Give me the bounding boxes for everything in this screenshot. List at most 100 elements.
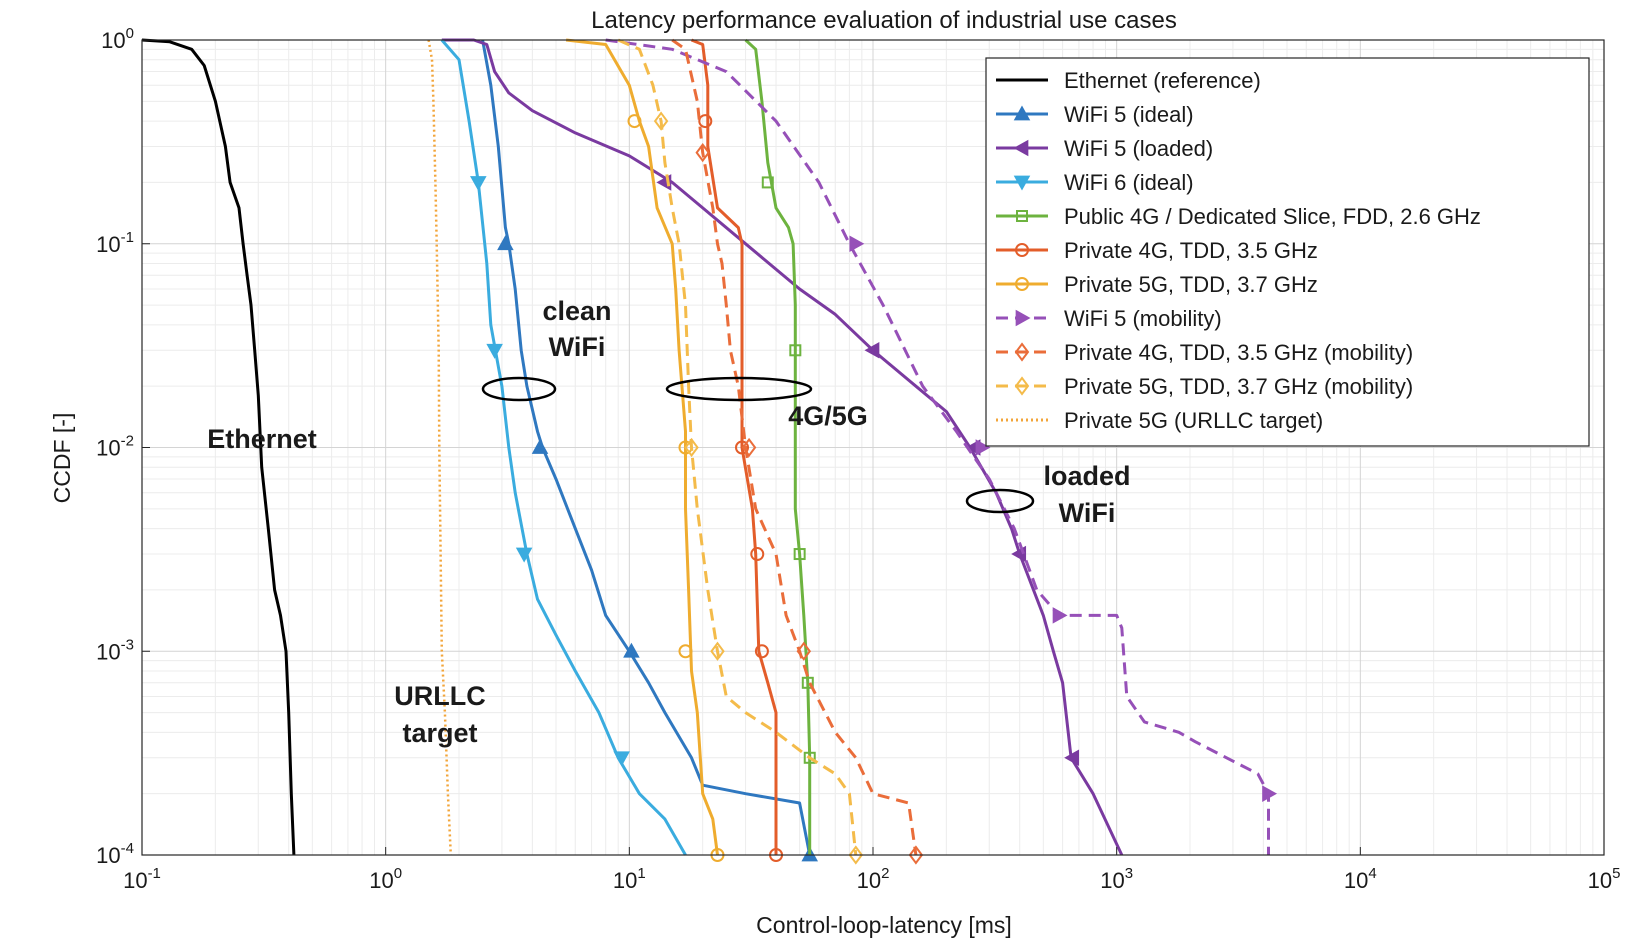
legend-swatch-marker — [1013, 175, 1031, 191]
legend-entry-private-4g-tdd-3-5-ghz: Private 4G, TDD, 3.5 GHz — [996, 238, 1318, 263]
y-tick-label: 10-1 — [96, 229, 134, 257]
series-private-5g-tdd-3-7-ghz-mobility — [617, 38, 864, 865]
legend-label: Ethernet (reference) — [1064, 68, 1261, 93]
axis-ticks: 10-1 100 101 102 103 104 105 100 10-1 10-2 10-3 10-… — [96, 25, 1620, 893]
data-point-marker — [1262, 785, 1278, 802]
annotation-clean: clean — [542, 296, 611, 326]
y-tick-label: 10-3 — [96, 636, 134, 664]
legend-label: Private 4G, TDD, 3.5 GHz — [1064, 238, 1318, 263]
legend-entry-private-5g-urllc-target: Private 5G (URLLC target) — [996, 408, 1323, 433]
y-tick-label: 10-4 — [96, 840, 134, 868]
legend-box — [985, 57, 1590, 447]
legend-label: Private 5G, TDD, 3.7 GHz (mobility) — [1064, 374, 1413, 399]
series-line — [671, 38, 918, 856]
data-point-marker — [470, 176, 487, 191]
data-point-marker — [531, 438, 549, 454]
data-point-marker — [754, 644, 769, 659]
data-point-marker — [796, 641, 812, 661]
legend-label: Private 4G, TDD, 3.5 GHz (mobility) — [1064, 340, 1413, 365]
data-point-marker — [789, 344, 802, 357]
data-point-marker — [623, 642, 640, 658]
annotation-target: target — [402, 718, 477, 748]
data-point-marker — [801, 676, 814, 689]
legend-entry-private-5g-tdd-3-7-ghz-mobility: Private 5G, TDD, 3.7 GHz (mobility) — [996, 374, 1413, 399]
4g5g-ellipse — [665, 376, 813, 402]
data-point-marker — [515, 547, 533, 563]
legend-label: WiFi 5 (ideal) — [1064, 102, 1194, 127]
legend-entry-wifi-5-ideal: WiFi 5 (ideal) — [996, 102, 1194, 127]
legend-swatch-marker — [1015, 277, 1029, 291]
legend-entry-wifi-6-ideal: WiFi 6 (ideal) — [996, 170, 1194, 195]
legend-label: WiFi 6 (ideal) — [1064, 170, 1194, 195]
legend-entry-private-4g-tdd-3-5-ghz-mobility: Private 4G, TDD, 3.5 GHz (mobility) — [996, 340, 1413, 365]
data-point-marker — [803, 751, 816, 764]
data-point-marker — [975, 439, 991, 456]
legend-entry-private-5g-tdd-3-7-ghz: Private 5G, TDD, 3.7 GHz — [996, 272, 1318, 297]
data-point-marker — [741, 437, 757, 458]
annotation-wifi: WiFi — [1059, 498, 1116, 528]
loaded-wifi-ellipse — [965, 488, 1035, 514]
annotations: Ethernet clean WiFi 4G/5G loaded WiFi URLLC tar… — [207, 296, 1130, 748]
data-point-marker — [735, 440, 750, 455]
legend-swatch-marker — [1013, 105, 1031, 121]
annotation-wifi: WiFi — [549, 332, 606, 362]
x-tick-label: 101 — [613, 865, 646, 893]
chart-title: Latency performance evaluation of indust… — [591, 7, 1177, 34]
legend-swatch-marker — [1015, 309, 1031, 327]
legend-swatch-marker — [1014, 342, 1030, 362]
data-point-marker — [486, 343, 503, 359]
data-point-marker — [678, 644, 693, 659]
data-point-marker — [864, 342, 880, 359]
data-point-marker — [793, 548, 806, 561]
series-line — [481, 39, 812, 856]
series-line — [141, 38, 296, 856]
annotation-loaded: loaded — [1043, 461, 1130, 491]
series-private-4g-tdd-3-5-ghz — [690, 38, 784, 862]
y-tick-label: 10-2 — [96, 433, 134, 461]
data-point-marker — [710, 641, 725, 661]
x-tick-label: 102 — [857, 865, 890, 893]
annotation-ethernet: Ethernet — [207, 424, 317, 454]
data-point-marker — [684, 437, 699, 458]
series-line — [441, 38, 1124, 856]
legend-swatch-marker — [1015, 243, 1029, 257]
legend-entry-ethernet-reference: Ethernet (reference) — [996, 68, 1261, 93]
legend-swatch-marker — [1016, 210, 1028, 222]
x-tick-label: 100 — [369, 865, 402, 893]
data-point-marker — [908, 845, 924, 865]
series-private-4g-tdd-3-5-ghz-mobility — [671, 38, 924, 865]
x-tick-label: 10-1 — [123, 865, 161, 893]
legend-label: Private 5G, TDD, 3.7 GHz — [1064, 272, 1318, 297]
data-point-marker — [627, 114, 642, 129]
series-line — [605, 38, 1270, 855]
series-line — [565, 38, 719, 856]
series-private-5g-urllc-target — [427, 39, 453, 856]
legend-label: Private 5G (URLLC target) — [1064, 408, 1323, 433]
legend-entry-public-4g-dedicated-slice-fdd-2-6-ghz: Public 4G / Dedicated Slice, FDD, 2.6 GH… — [996, 204, 1481, 229]
data-point-marker — [1064, 749, 1080, 767]
series-wifi-6-ideal — [440, 39, 687, 856]
data-point-marker — [695, 142, 710, 163]
legend-label: Public 4G / Dedicated Slice, FDD, 2.6 GH… — [1064, 204, 1481, 229]
annotation-4g-5g: 4G/5G — [788, 401, 868, 431]
x-tick-label: 104 — [1344, 865, 1377, 893]
legend-swatch-marker — [1013, 139, 1029, 157]
data-point-marker — [497, 235, 514, 251]
data-point-marker — [849, 235, 865, 253]
legend-entry-wifi-5-loaded: WiFi 5 (loaded) — [996, 136, 1213, 161]
data-point-marker — [848, 845, 864, 865]
data-point-marker — [613, 751, 630, 767]
y-axis-label: CCDF [-] — [49, 413, 75, 504]
x-tick-label: 103 — [1100, 865, 1133, 893]
legend-label: WiFi 5 (mobility) — [1064, 306, 1222, 331]
legend: Ethernet (reference) WiFi 5 (ideal) WiFi 5… — [985, 57, 1590, 447]
legend-entry-wifi-5-mobility: WiFi 5 (mobility) — [996, 306, 1222, 331]
data-point-marker — [750, 547, 765, 562]
x-axis-label: Control-loop-latency [ms] — [756, 912, 1012, 938]
annotation-urllc: URLLC — [394, 681, 485, 711]
series-line — [427, 39, 453, 856]
series-ethernet-reference — [141, 38, 296, 856]
series-line — [690, 38, 778, 855]
legend-swatch-marker — [1014, 376, 1030, 396]
